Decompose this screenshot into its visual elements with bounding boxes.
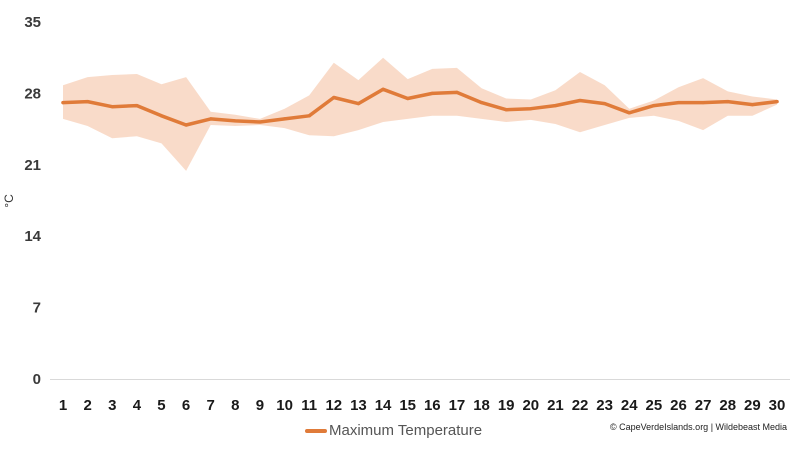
x-tick-label: 26 bbox=[670, 397, 687, 414]
x-tick-label: 10 bbox=[276, 397, 293, 414]
y-tick-label: 14 bbox=[24, 228, 41, 245]
x-tick-label: 8 bbox=[231, 397, 239, 414]
data-point bbox=[282, 117, 287, 121]
legend-label: Maximum Temperature bbox=[329, 422, 483, 439]
data-point bbox=[750, 103, 754, 107]
data-point bbox=[332, 95, 336, 100]
x-tick-label: 20 bbox=[522, 397, 539, 414]
y-tick-label: 7 bbox=[33, 300, 41, 317]
data-point bbox=[504, 108, 508, 112]
x-tick-label: 14 bbox=[375, 397, 392, 414]
credit-text: © CapeVerdeIslands.org | Wildebeast Medi… bbox=[610, 422, 788, 432]
x-tick-label: 28 bbox=[719, 397, 736, 414]
data-point bbox=[578, 98, 582, 103]
temperature-range-band bbox=[63, 57, 777, 171]
data-point bbox=[603, 102, 607, 106]
x-tick-label: 12 bbox=[325, 397, 342, 414]
y-tick-label: 0 bbox=[33, 371, 41, 388]
data-point bbox=[159, 114, 164, 118]
x-tick-label: 21 bbox=[547, 397, 564, 414]
data-point bbox=[184, 123, 188, 127]
data-point bbox=[381, 87, 385, 91]
x-tick-label: 16 bbox=[424, 397, 441, 414]
data-point bbox=[209, 117, 213, 121]
x-tick-label: 15 bbox=[399, 397, 416, 414]
data-point bbox=[553, 104, 558, 108]
x-tick-label: 4 bbox=[133, 397, 142, 414]
data-point bbox=[61, 100, 65, 105]
x-tick-label: 23 bbox=[596, 397, 613, 414]
x-tick-label: 2 bbox=[83, 397, 91, 414]
y-tick-label: 35 bbox=[24, 14, 41, 31]
legend-line-swatch bbox=[305, 428, 327, 433]
x-tick-label: 22 bbox=[572, 397, 589, 414]
data-point bbox=[356, 102, 361, 106]
series-line-maximum-temperature bbox=[61, 87, 779, 127]
data-point bbox=[135, 104, 139, 108]
data-point bbox=[307, 114, 311, 118]
x-tick-label: 13 bbox=[350, 397, 367, 414]
y-tick-label: 28 bbox=[24, 85, 41, 102]
data-point bbox=[627, 111, 631, 115]
x-tick-label: 5 bbox=[157, 397, 165, 414]
data-point bbox=[775, 99, 779, 104]
x-tick-label: 24 bbox=[621, 397, 638, 414]
data-point bbox=[701, 100, 705, 105]
x-tick-label: 6 bbox=[182, 397, 190, 414]
y-axis-label: °C bbox=[2, 194, 16, 208]
data-point bbox=[406, 96, 410, 101]
data-point bbox=[86, 99, 90, 104]
data-point bbox=[233, 119, 237, 123]
x-tick-label: 3 bbox=[108, 397, 116, 414]
x-tick-label: 18 bbox=[473, 397, 490, 414]
x-tick-label: 1 bbox=[59, 397, 67, 414]
x-tick-label: 7 bbox=[207, 397, 215, 414]
data-point bbox=[430, 91, 434, 95]
data-point bbox=[652, 104, 656, 108]
y-tick-label: 21 bbox=[24, 157, 41, 174]
data-point bbox=[726, 99, 730, 104]
data-point bbox=[479, 100, 484, 105]
x-tick-label: 9 bbox=[256, 397, 264, 414]
x-tick-label: 19 bbox=[498, 397, 515, 414]
data-point bbox=[529, 107, 533, 111]
data-point bbox=[110, 105, 114, 109]
data-point bbox=[455, 90, 459, 94]
x-tick-label: 29 bbox=[744, 397, 761, 414]
data-point bbox=[258, 120, 262, 124]
x-tick-label: 27 bbox=[695, 397, 712, 414]
data-point bbox=[676, 100, 681, 105]
legend: Maximum Temperature bbox=[305, 422, 482, 439]
x-tick-label: 30 bbox=[769, 397, 786, 414]
x-tick-label: 11 bbox=[301, 397, 317, 414]
x-tick-label: 25 bbox=[646, 397, 663, 414]
x-tick-label: 17 bbox=[449, 397, 466, 414]
